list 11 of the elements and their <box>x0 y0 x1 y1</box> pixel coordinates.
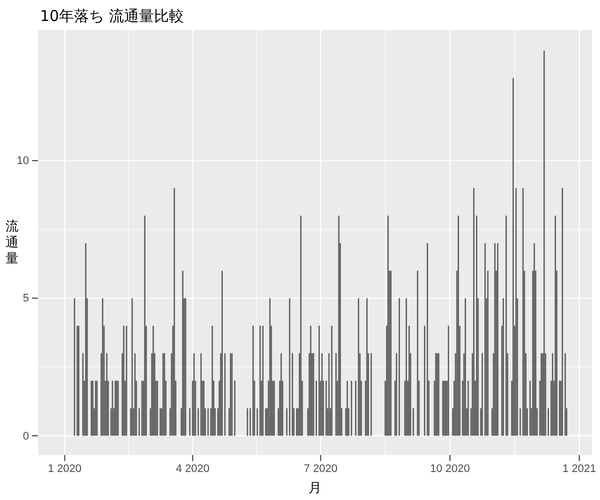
y-axis-title: 流通量 <box>6 218 18 266</box>
x-tick-label: 1 2021 <box>562 462 596 475</box>
x-tick-label: 1 2020 <box>48 462 82 475</box>
x-tick-label: 7 2020 <box>304 462 338 475</box>
x-axis-title: 月 <box>308 481 322 496</box>
y-tick-label: 0 <box>22 430 29 442</box>
chart-title: 10年落ち 流通量比較 <box>40 7 184 25</box>
x-tick-label: 4 2020 <box>176 462 210 475</box>
y-tick-label: 5 <box>22 292 29 305</box>
y-tick-label: 10 <box>16 155 29 168</box>
x-tick-label: 10 2020 <box>430 462 470 475</box>
